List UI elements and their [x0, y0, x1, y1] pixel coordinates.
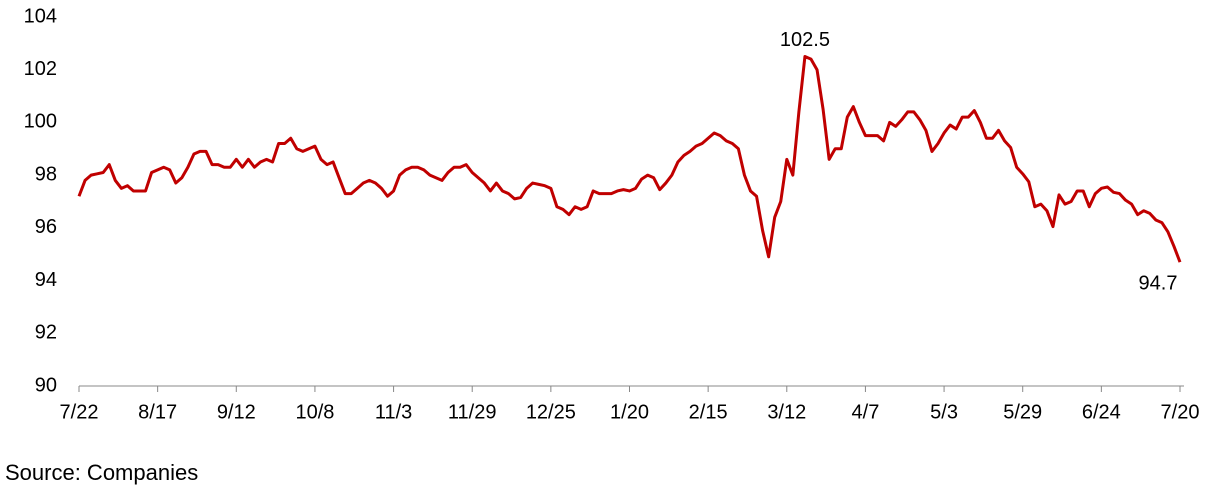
x-tick-label: 5/29: [1003, 401, 1042, 423]
x-tick-label: 7/22: [60, 401, 99, 423]
x-tick-label: 4/7: [852, 401, 880, 423]
y-tick-label: 100: [24, 111, 57, 133]
y-tick-label: 94: [35, 269, 57, 291]
y-tick-label: 90: [35, 374, 57, 396]
x-tick-label: 1/20: [610, 401, 649, 423]
x-tick-label: 11/29: [448, 401, 497, 423]
x-tick-label: 2/15: [689, 401, 728, 423]
y-tick-label: 92: [35, 322, 57, 344]
source-note: Source: Companies: [5, 460, 198, 485]
x-tick-label: 9/12: [217, 401, 256, 423]
x-tick-label: 6/24: [1082, 401, 1121, 423]
x-tick-label: 12/25: [526, 401, 576, 423]
x-tick-label: 3/12: [767, 401, 806, 423]
x-tick-label: 5/3: [930, 401, 958, 423]
data-line: [77, 55, 1182, 263]
x-tick-label: 8/17: [138, 401, 177, 423]
annotation: 102.5: [780, 29, 830, 51]
y-tick-label: 98: [35, 163, 57, 185]
x-tick-label: 11/3: [375, 401, 412, 423]
x-tick-label: 7/20: [1161, 401, 1200, 423]
y-tick-label: 96: [35, 216, 57, 238]
y-tick-label: 102: [24, 58, 57, 80]
y-tick-label: 104: [24, 5, 57, 27]
annotation: 94.7: [1139, 272, 1178, 294]
x-tick-label: 10/8: [295, 401, 334, 423]
